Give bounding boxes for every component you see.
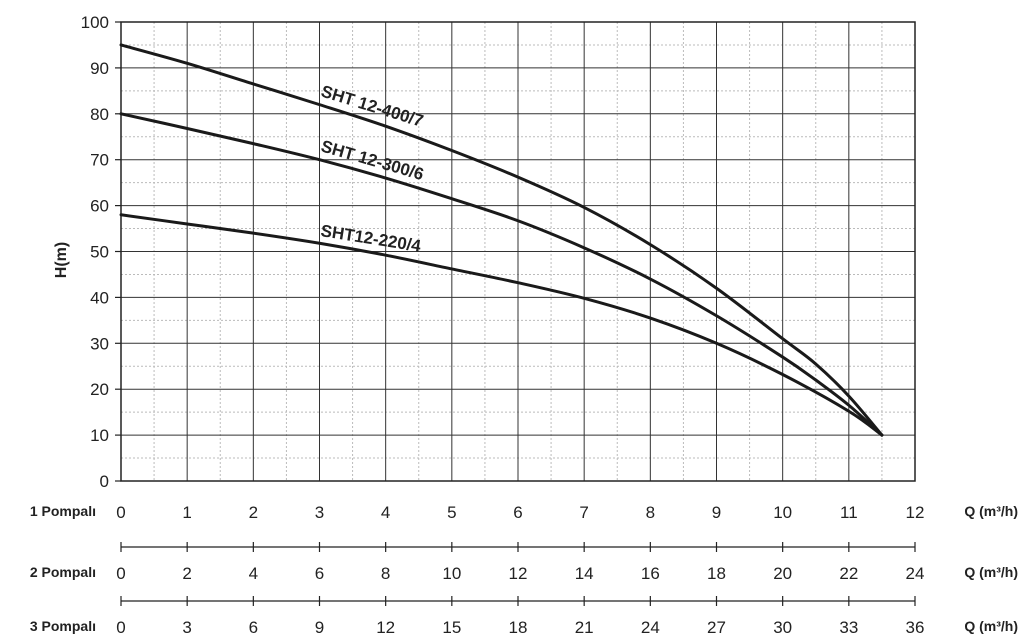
curve-label-sht-12-300-6: SHT 12-300/6 bbox=[319, 137, 426, 184]
x-tick-label: 6 bbox=[513, 503, 522, 522]
x-tick-label: 6 bbox=[249, 618, 258, 637]
x-tick-label: 6 bbox=[315, 564, 324, 583]
x-tick-label: 27 bbox=[707, 618, 726, 637]
x-tick-label: 4 bbox=[249, 564, 258, 583]
x-tick-label: 3 bbox=[182, 618, 191, 637]
x-axis-row-label: 2 Pompalı bbox=[30, 564, 96, 580]
x-tick-label: 0 bbox=[116, 618, 125, 637]
x-tick-label: 36 bbox=[906, 618, 925, 637]
x-tick-label: 10 bbox=[773, 503, 792, 522]
x-tick-label: 9 bbox=[712, 503, 721, 522]
x-tick-label: 21 bbox=[575, 618, 594, 637]
y-tick-label: 0 bbox=[100, 472, 109, 491]
curve-sht-12-400-7 bbox=[119, 43, 884, 437]
curve-labels: SHT 12-400/7 SHT 12-300/6 SHT12-220/4 bbox=[319, 82, 426, 256]
x-tick-label: 8 bbox=[646, 503, 655, 522]
x-tick-label: 14 bbox=[575, 564, 594, 583]
y-tick-label: 50 bbox=[90, 243, 109, 262]
x-tick-label: 3 bbox=[315, 503, 324, 522]
y-tick-label: 10 bbox=[90, 426, 109, 445]
x-axis-row-3: 3 Pompalı 0 3 6 9 12 15 18 21 24 27 30 33 36 Q (m³/h) bbox=[30, 596, 1018, 637]
major-grid bbox=[120, 21, 916, 482]
x-tick-label: 24 bbox=[641, 618, 660, 637]
x-tick-label: 12 bbox=[509, 564, 528, 583]
x-tick-label: 18 bbox=[509, 618, 528, 637]
x-tick-label: 22 bbox=[839, 564, 858, 583]
x-tick-label: 2 bbox=[249, 503, 258, 522]
x-tick-label: 1 bbox=[182, 503, 191, 522]
x-tick-label: 0 bbox=[116, 564, 125, 583]
x-axis-row-1: 1 Pompalı 0 1 2 3 4 5 6 7 8 9 10 11 12 Q (m³/h) bbox=[30, 503, 1018, 522]
curve-sht-12-300-6 bbox=[119, 112, 884, 437]
performance-curves bbox=[119, 43, 884, 437]
x-axes: 1 Pompalı 0 1 2 3 4 5 6 7 8 9 10 11 12 Q (m³/h)2 Pompa… bbox=[30, 503, 1018, 637]
y-tick-label: 30 bbox=[90, 334, 109, 353]
y-tick-label: 90 bbox=[90, 59, 109, 78]
x-tick-label: 0 bbox=[116, 503, 125, 522]
x-tick-label: 20 bbox=[773, 564, 792, 583]
x-tick-label: 15 bbox=[442, 618, 461, 637]
x-axis-row-2: 2 Pompalı 0 2 4 6 8 10 12 14 16 18 20 22 24 Q (m³/h) bbox=[30, 542, 1018, 583]
curve-label-sht-12-400-7: SHT 12-400/7 bbox=[319, 82, 426, 131]
x-tick-label: 12 bbox=[906, 503, 925, 522]
x-tick-label: 10 bbox=[442, 564, 461, 583]
curve-label-sht12-220-4: SHT12-220/4 bbox=[319, 221, 422, 256]
x-axis-unit-label: Q (m³/h) bbox=[964, 618, 1018, 634]
y-axis-label: H(m) bbox=[53, 242, 70, 278]
y-tick-label: 70 bbox=[90, 151, 109, 170]
y-axis: 0 10 20 30 40 50 60 70 80 90 100 bbox=[81, 13, 121, 491]
curve-sht12-220-4 bbox=[119, 213, 884, 437]
x-tick-label: 12 bbox=[376, 618, 395, 637]
y-tick-label: 80 bbox=[90, 105, 109, 124]
x-tick-label: 16 bbox=[641, 564, 660, 583]
x-tick-label: 5 bbox=[447, 503, 456, 522]
y-tick-label: 20 bbox=[90, 380, 109, 399]
x-tick-label: 30 bbox=[773, 618, 792, 637]
x-axis-unit-label: Q (m³/h) bbox=[964, 503, 1018, 519]
x-tick-label: 24 bbox=[906, 564, 925, 583]
x-tick-label: 9 bbox=[315, 618, 324, 637]
x-tick-label: 7 bbox=[579, 503, 588, 522]
x-axis-unit-label: Q (m³/h) bbox=[964, 564, 1018, 580]
y-tick-label: 60 bbox=[90, 197, 109, 216]
x-tick-label: 33 bbox=[839, 618, 858, 637]
x-tick-label: 8 bbox=[381, 564, 390, 583]
x-tick-label: 2 bbox=[182, 564, 191, 583]
x-tick-label: 4 bbox=[381, 503, 390, 522]
x-tick-label: 11 bbox=[840, 503, 858, 522]
x-tick-label: 18 bbox=[707, 564, 726, 583]
x-axis-row-label: 1 Pompalı bbox=[30, 503, 96, 519]
y-tick-label: 100 bbox=[81, 13, 109, 32]
y-tick-label: 40 bbox=[90, 288, 109, 307]
x-axis-row-label: 3 Pompalı bbox=[30, 618, 96, 634]
